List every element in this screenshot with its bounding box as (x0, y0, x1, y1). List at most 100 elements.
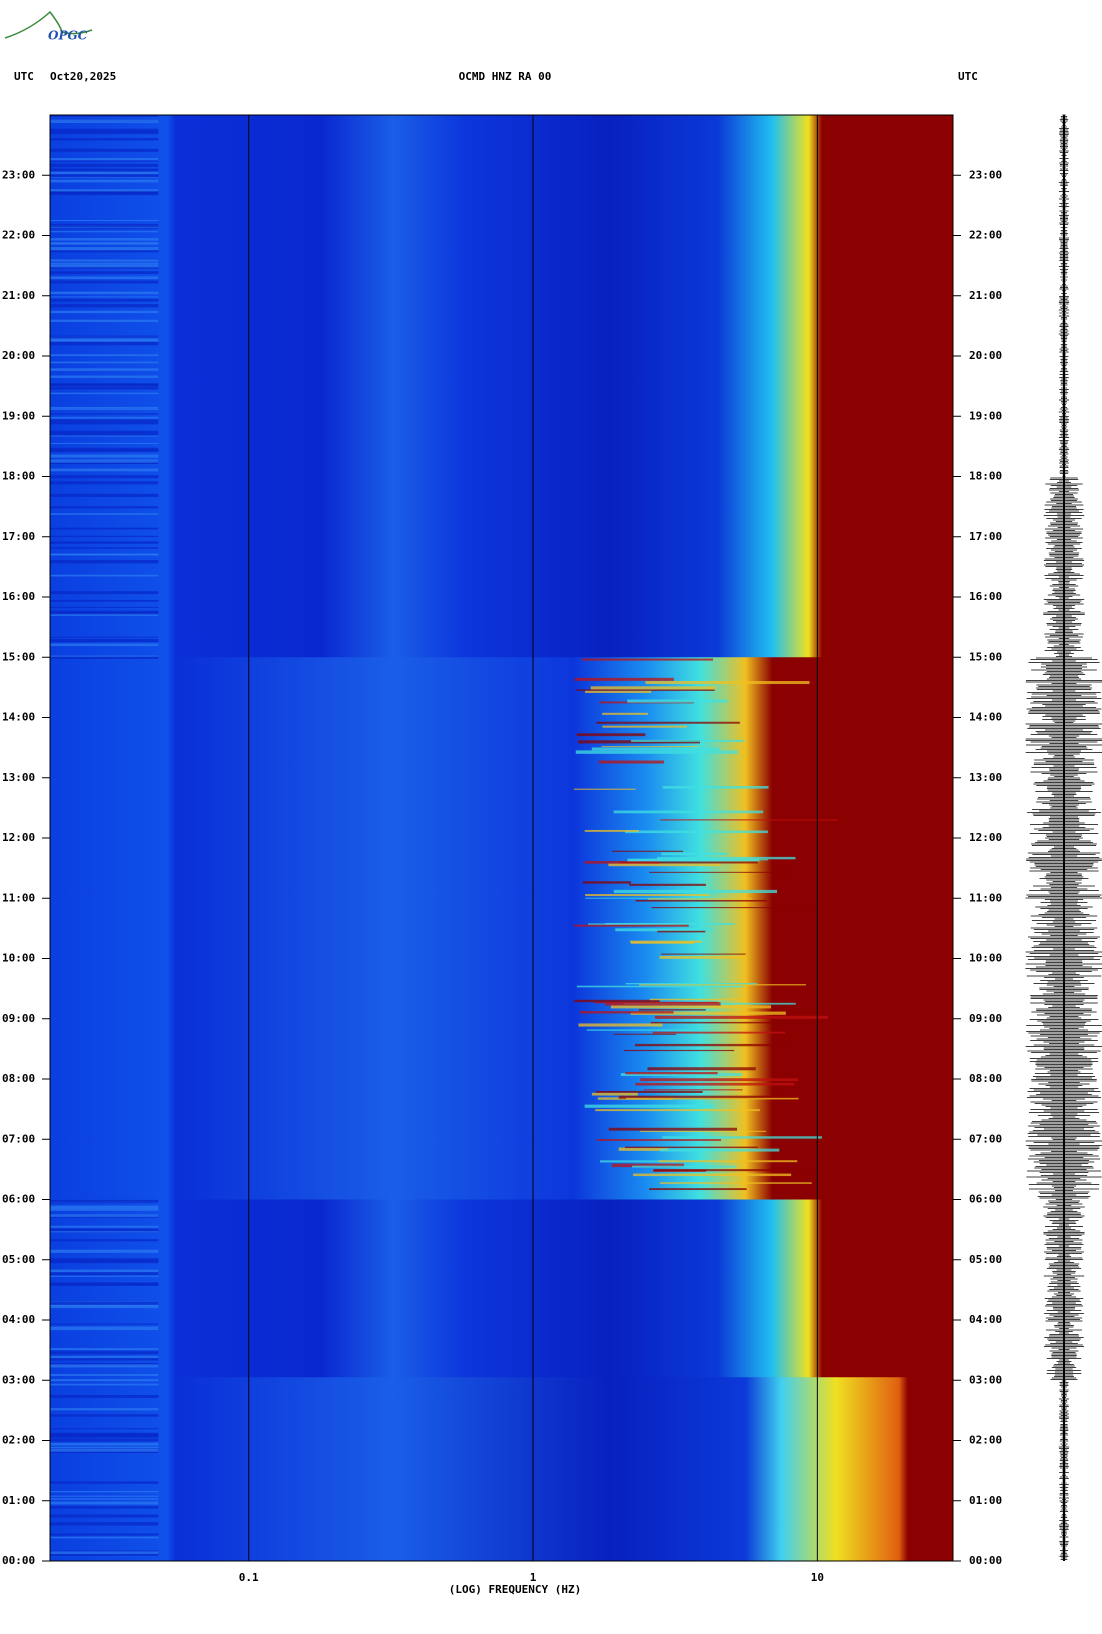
y-tick-label-right: 09:00 (969, 1012, 1002, 1025)
spectrogram-streak (581, 658, 714, 661)
spectrogram-streak (624, 830, 768, 834)
spectrogram-streak (50, 304, 159, 308)
spectrogram-streak (50, 599, 159, 602)
spectrogram-streak (50, 613, 159, 616)
spectrogram-streak (50, 128, 159, 133)
spectrogram-streak (50, 227, 159, 230)
spectrogram-streak (50, 1490, 159, 1493)
spectrogram-streak (50, 168, 159, 172)
spectrogram-streak (50, 375, 159, 378)
spectrogram-streak (50, 238, 159, 241)
y-tick-label-right: 03:00 (969, 1373, 1002, 1386)
spectrogram-streak (625, 1146, 758, 1149)
spectrogram-streak (50, 574, 159, 577)
spectrogram-streak (585, 690, 652, 693)
spectrogram-streak (627, 699, 728, 703)
spectrogram-streak (50, 430, 159, 434)
spectrogram-streak (50, 1282, 159, 1286)
spectrogram-streak (50, 1214, 159, 1217)
spectrogram-streak (50, 1374, 159, 1376)
y-tick-label-right: 15:00 (969, 650, 1002, 663)
spectrogram-streak (50, 383, 159, 388)
spectrogram-streak (625, 1072, 718, 1075)
spectrogram-streak (50, 115, 159, 117)
spectrogram-streak (653, 1169, 814, 1172)
y-tick-label: 19:00 (2, 409, 35, 422)
spectrogram-streak (659, 1182, 812, 1184)
chart-title: OCMD HNZ RA 00 (459, 70, 552, 83)
spectrogram-streak (50, 1379, 159, 1382)
spectrogram-streak (584, 861, 660, 864)
spectrogram-streak (647, 898, 752, 900)
y-tick-label: 21:00 (2, 289, 35, 302)
spectrogram-streak (50, 468, 159, 472)
x-axis-label: (LOG) FREQUENCY (HZ) (449, 1583, 581, 1596)
spectrogram-streak (50, 560, 159, 564)
spectrogram-streak (50, 1498, 159, 1500)
spectrogram-streak (610, 1005, 772, 1009)
spectrogram-streak (50, 406, 159, 409)
spectrogram-streak (596, 1139, 722, 1141)
y-tick-label: 17:00 (2, 530, 35, 543)
y-tick-label-right: 18:00 (969, 470, 1002, 483)
spectrogram-streak (50, 1551, 159, 1554)
spectrogram-streak (631, 941, 695, 944)
spectrogram-streak (650, 1021, 814, 1024)
spectrogram-streak (50, 1199, 159, 1204)
spectrogram-streak (619, 861, 758, 864)
spectrogram-streak (652, 1031, 786, 1034)
spectrogram-streak (574, 999, 660, 1003)
spectrogram-streak (50, 1448, 159, 1452)
spectrogram-streak (640, 1078, 799, 1082)
spectrogram-streak (635, 899, 767, 902)
spectrogram-streak (50, 262, 159, 265)
y-tick-label-right: 07:00 (969, 1132, 1002, 1145)
spectrogram-streak (605, 1002, 721, 1006)
spectrogram-streak (50, 1495, 159, 1497)
spectrogram-streak (576, 985, 744, 988)
spectrogram-streak (657, 930, 706, 933)
spectrogram-streak (639, 984, 806, 986)
spectrogram-streak (602, 712, 648, 715)
spectrogram-streak (50, 298, 159, 302)
spectrogram-streak (50, 1275, 159, 1277)
spectrogram-streak (661, 852, 728, 856)
spectrogram-streak (50, 354, 159, 357)
y-tick-label: 13:00 (2, 771, 35, 784)
spectrogram-streak (50, 447, 159, 452)
y-tick-label: 22:00 (2, 229, 35, 242)
spectrogram-streak (620, 1073, 743, 1077)
spectrogram-streak (585, 894, 710, 897)
spectrogram-streak (50, 643, 159, 647)
spectrogram-streak (573, 788, 636, 790)
spectrogram-streak (649, 1188, 747, 1191)
y-tick-label: 02:00 (2, 1434, 35, 1447)
spectrogram-streak (600, 1160, 678, 1163)
spectrogram-streak (50, 1501, 159, 1505)
spectrogram-streak (50, 1446, 159, 1448)
spectrogram-streak (50, 513, 159, 515)
spectrogram-streak (575, 750, 738, 754)
spectrogram-streak (638, 1009, 706, 1011)
spectrogram-streak (50, 223, 159, 227)
spectrogram-streak (659, 1148, 780, 1152)
seismogram (1025, 114, 1102, 1561)
x-tick-label: 1 (530, 1571, 537, 1584)
spectrogram-streak (50, 361, 159, 364)
spectrogram-streak (618, 1147, 669, 1151)
y-tick-label-right: 21:00 (969, 289, 1002, 302)
spectrogram-streak (50, 1225, 159, 1228)
spectrogram-streak (50, 335, 159, 338)
logo-mark (4, 10, 93, 39)
spectrogram-streak (50, 392, 159, 395)
spectrogram-streak (50, 1428, 159, 1430)
spectrogram-streak (50, 341, 159, 346)
spectrogram-streak (50, 1207, 159, 1211)
spectrogram-streak (626, 1097, 799, 1100)
spectrogram-streak (591, 1092, 638, 1096)
spectrogram-streak (50, 432, 159, 436)
spectrogram-streak (50, 1357, 159, 1361)
date: Oct20,2025 (50, 70, 116, 83)
spectrogram-streak (50, 387, 159, 390)
